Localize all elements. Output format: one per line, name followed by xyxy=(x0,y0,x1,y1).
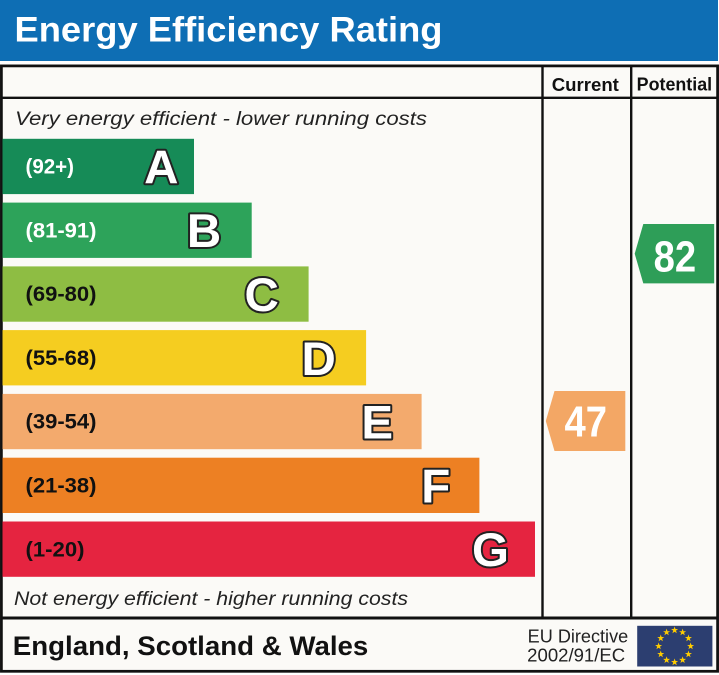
svg-text:(81-91): (81-91) xyxy=(26,219,97,242)
svg-text:Potential: Potential xyxy=(637,74,713,95)
svg-text:Energy Efficiency Rating: Energy Efficiency Rating xyxy=(15,9,443,49)
svg-text:(39-54): (39-54) xyxy=(26,411,97,434)
svg-text:(92+): (92+) xyxy=(26,156,75,179)
svg-text:England, Scotland & Wales: England, Scotland & Wales xyxy=(13,631,369,661)
svg-text:2002/91/EC: 2002/91/EC xyxy=(527,645,625,665)
svg-text:47: 47 xyxy=(565,399,608,447)
svg-text:Very energy efficient - lower: Very energy efficient - lower running co… xyxy=(15,109,428,130)
svg-text:B: B xyxy=(187,205,221,258)
svg-text:(21-38): (21-38) xyxy=(26,475,97,498)
svg-text:(55-68): (55-68) xyxy=(26,347,97,370)
svg-text:D: D xyxy=(302,333,336,386)
svg-text:A: A xyxy=(144,142,178,195)
svg-text:Not energy efficient - higher: Not energy efficient - higher running co… xyxy=(14,589,409,610)
svg-text:F: F xyxy=(421,460,450,513)
svg-text:C: C xyxy=(244,269,278,322)
svg-text:(69-80): (69-80) xyxy=(26,283,97,306)
svg-text:Current: Current xyxy=(552,74,619,95)
svg-text:82: 82 xyxy=(654,234,697,282)
svg-text:(1-20): (1-20) xyxy=(26,538,85,561)
svg-text:G: G xyxy=(472,524,509,577)
svg-text:EU Directive: EU Directive xyxy=(528,627,629,647)
svg-text:E: E xyxy=(361,397,393,450)
